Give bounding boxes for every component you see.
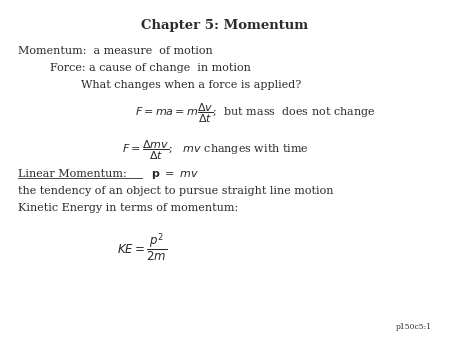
Text: Chapter 5: Momentum: Chapter 5: Momentum — [141, 19, 309, 31]
Text: $F = ma = m\dfrac{\Delta v}{\Delta t}$;  but mass  does not change: $F = ma = m\dfrac{\Delta v}{\Delta t}$; … — [135, 101, 375, 125]
Text: the tendency of an object to pursue straight line motion: the tendency of an object to pursue stra… — [18, 186, 333, 196]
Text: $KE = \dfrac{p^{2}}{2m}$: $KE = \dfrac{p^{2}}{2m}$ — [117, 232, 167, 264]
Text: Linear Momentum:: Linear Momentum: — [18, 169, 127, 179]
Text: Force: a cause of change  in motion: Force: a cause of change in motion — [50, 63, 250, 73]
Text: Momentum:  a measure  of motion: Momentum: a measure of motion — [18, 46, 213, 56]
Text: What changes when a force is applied?: What changes when a force is applied? — [81, 80, 301, 91]
Text: p150c5:1: p150c5:1 — [396, 323, 432, 331]
Text: $F = \dfrac{\Delta mv}{\Delta t}$;   $mv$ changes with time: $F = \dfrac{\Delta mv}{\Delta t}$; $mv$ … — [122, 139, 308, 162]
Text: $\mathbf{p}\ =\ m\mathit{v}$: $\mathbf{p}\ =\ m\mathit{v}$ — [144, 169, 199, 181]
Text: Kinetic Energy in terms of momentum:: Kinetic Energy in terms of momentum: — [18, 203, 238, 213]
